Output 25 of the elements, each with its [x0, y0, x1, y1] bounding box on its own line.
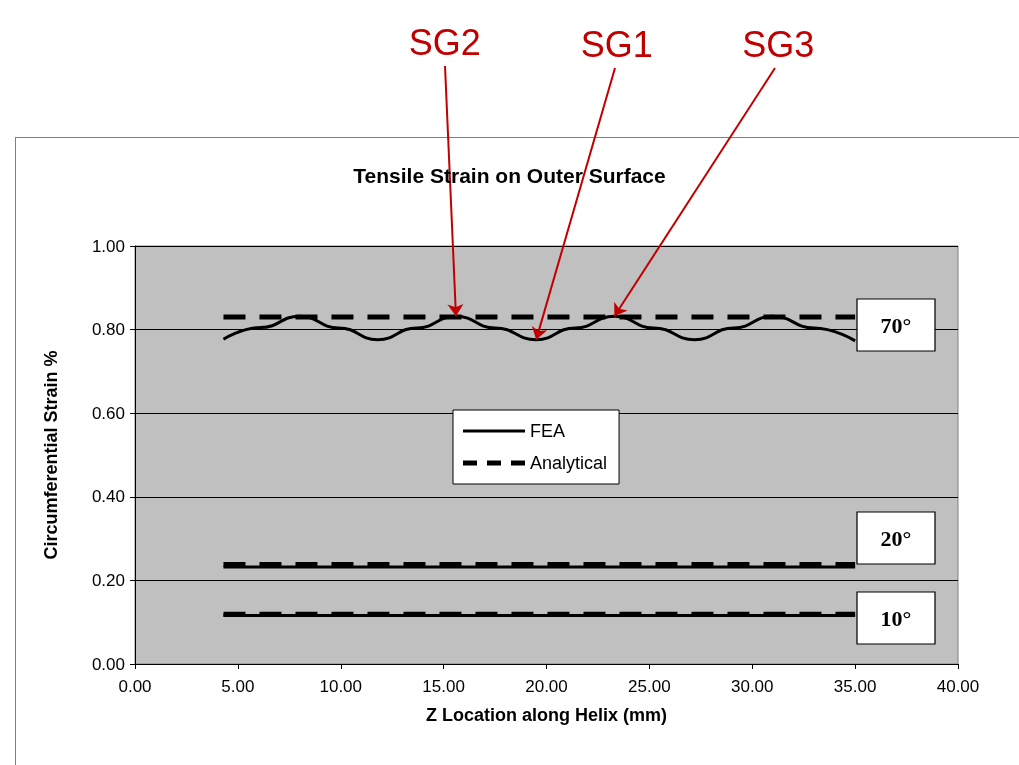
y-axis-title: Circumferential Strain %	[41, 350, 61, 560]
x-tick-label: 15.00	[422, 677, 465, 696]
y-tick-label: 0.60	[91, 403, 125, 423]
y-tick-label: 0.20	[91, 570, 125, 590]
annotation: 20°	[880, 525, 912, 551]
legend-label: Analytical	[530, 453, 608, 473]
x-axis-title: Z Location along Helix (mm)	[425, 705, 668, 725]
x-tick-label: 40.00	[936, 677, 980, 696]
x-tick-label: 20.00	[525, 677, 568, 696]
y-tick-label: 0.00	[91, 654, 125, 674]
annotation: SG1	[580, 23, 653, 65]
x-tick-label: 30.00	[730, 677, 774, 696]
x-tick-label: 5.00	[221, 677, 255, 696]
x-tick-label: 10.00	[319, 677, 363, 696]
annotation: 10°	[880, 605, 912, 631]
x-tick-label: 35.00	[833, 677, 877, 696]
legend-label: FEA	[530, 421, 566, 441]
x-tick-label: 25.00	[628, 677, 671, 696]
y-tick-label: 0.80	[91, 320, 125, 340]
annotation: SG2	[408, 21, 481, 63]
annotation: 70°	[880, 312, 912, 338]
y-tick-label: 0.40	[91, 487, 125, 507]
annotation: SG3	[742, 24, 815, 66]
x-tick-label: 0.00	[118, 677, 152, 696]
y-tick-label: 1.00	[91, 236, 125, 256]
